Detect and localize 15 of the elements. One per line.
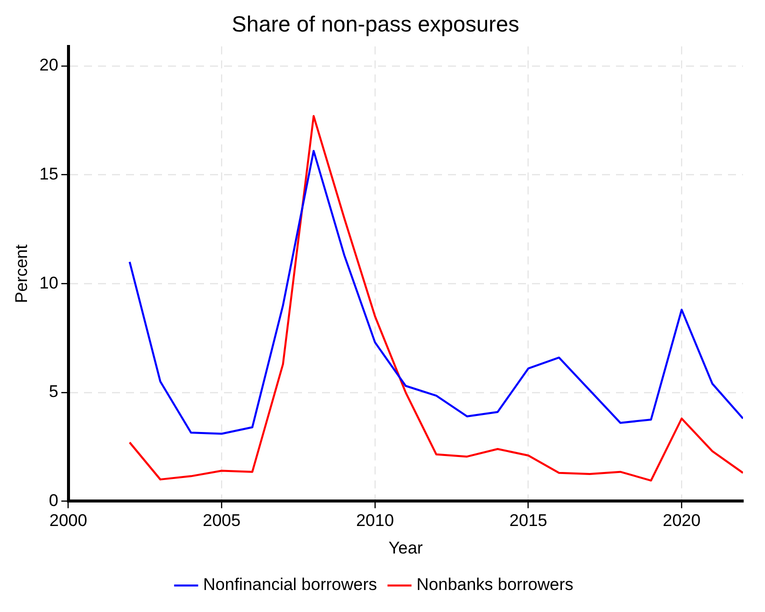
y-tick-label: 15 bbox=[39, 164, 58, 184]
chart-title: Share of non-pass exposures bbox=[232, 11, 520, 36]
y-axis-title: Percent bbox=[12, 244, 31, 304]
x-tick-label: 2010 bbox=[356, 511, 394, 530]
x-tick-label: 2020 bbox=[662, 511, 701, 530]
x-tick-label: 2015 bbox=[509, 511, 548, 530]
y-tick-label: 5 bbox=[48, 382, 58, 402]
x-tick-label: 2000 bbox=[49, 511, 88, 530]
y-tick-label: 0 bbox=[48, 490, 58, 510]
legend-label: Nonfinancial borrowers bbox=[203, 575, 378, 594]
x-axis-title: Year bbox=[388, 538, 424, 558]
legend-label: Nonbanks borrowers bbox=[416, 575, 574, 594]
y-tick-label: 10 bbox=[39, 273, 58, 292]
y-tick-label: 20 bbox=[39, 56, 58, 75]
x-tick-label: 2005 bbox=[202, 511, 241, 530]
